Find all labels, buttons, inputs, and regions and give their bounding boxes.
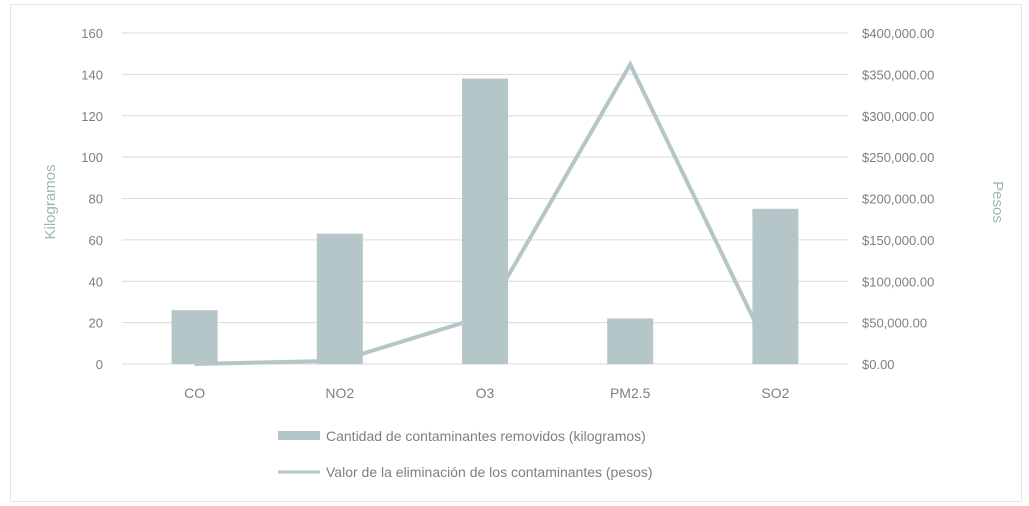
right-axis-ticks: $0.00 $50,000.00 $100,000.00 $150,000.00 $20…: [862, 26, 934, 372]
right-axis-tick-label: $400,000.00: [862, 26, 934, 41]
bar-co: [171, 310, 218, 364]
category-label: NO2: [325, 385, 354, 401]
left-axis-ticks: 0 20 40 60 80 100 120 140 160: [81, 26, 103, 372]
left-axis-tick-label: 0: [96, 357, 103, 372]
category-label: SO2: [761, 385, 789, 401]
right-axis-tick-label: $100,000.00: [862, 274, 934, 289]
bar-no2: [316, 233, 363, 364]
left-axis-tick-label: 100: [81, 150, 103, 165]
category-label: PM2.5: [610, 385, 651, 401]
right-axis-tick-label: $300,000.00: [862, 109, 934, 124]
left-axis-tick-label: 140: [81, 67, 103, 82]
left-axis-tick-label: 60: [89, 233, 103, 248]
right-axis-tick-label: $350,000.00: [862, 67, 934, 82]
right-axis-tick-label: $250,000.00: [862, 150, 934, 165]
left-axis-tick-label: 120: [81, 109, 103, 124]
category-label: O3: [476, 385, 495, 401]
left-axis-tick-label: 160: [81, 26, 103, 41]
right-axis-tick-label: $0.00: [862, 357, 895, 372]
category-label: CO: [184, 385, 205, 401]
chart-area: [10, 4, 1022, 502]
left-axis-tick-label: 80: [89, 192, 103, 207]
left-axis-title: Kilogramos: [42, 164, 59, 239]
legend-bar-label: Cantidad de contaminantes removidos (kil…: [326, 428, 646, 444]
line-series: [194, 60, 778, 366]
bar-pm25: [607, 318, 654, 364]
left-axis-tick-label: 40: [89, 274, 103, 289]
bar-series: [171, 78, 799, 364]
right-axis-tick-label: $200,000.00: [862, 192, 934, 207]
category-labels: CO NO2 O3 PM2.5 SO2: [184, 385, 790, 401]
legend-line-label: Valor de la eliminación de los contamina…: [326, 464, 653, 480]
bar-so2: [752, 208, 799, 364]
legend-bar-swatch: [278, 431, 320, 440]
legend: Cantidad de contaminantes removidos (kil…: [278, 428, 653, 480]
right-axis-tick-label: $50,000.00: [862, 316, 927, 331]
left-axis-tick-label: 20: [89, 316, 103, 331]
right-axis-title: Pesos: [989, 181, 1006, 223]
right-axis-tick-label: $150,000.00: [862, 233, 934, 248]
